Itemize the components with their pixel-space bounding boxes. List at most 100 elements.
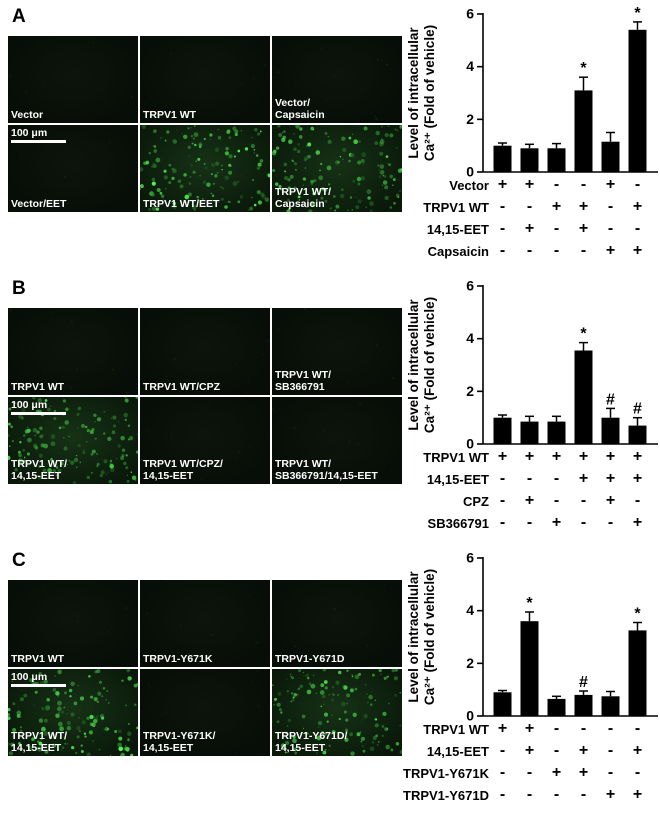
- speckle: [315, 692, 317, 694]
- speckle: [193, 137, 195, 140]
- treatment-label: 14,15-EET: [426, 743, 489, 759]
- speckle: [110, 417, 113, 419]
- speckle: [363, 713, 368, 719]
- speckle: [298, 669, 302, 673]
- speckle: [125, 454, 128, 457]
- micrograph: 100 μm TRPV1 WT/ 14,15-EET: [8, 669, 138, 756]
- speckle: [165, 580, 168, 582]
- speckle: [36, 737, 38, 739]
- speckle: [350, 153, 355, 158]
- speckle: [70, 712, 75, 717]
- speckle: [360, 159, 365, 164]
- speckle: [8, 407, 12, 411]
- speckle: [241, 174, 243, 176]
- plus-sign: +: [578, 198, 589, 215]
- speckle: [187, 192, 192, 197]
- speckle: [57, 468, 62, 473]
- speckle: [53, 417, 57, 421]
- speckle: [148, 151, 151, 155]
- speckle: [376, 58, 380, 61]
- speckle: [189, 588, 192, 590]
- speckle: [343, 710, 347, 714]
- speckle: [275, 411, 277, 414]
- speckle: [377, 740, 380, 743]
- speckle: [310, 179, 315, 184]
- speckle: [330, 163, 332, 165]
- micrograph: TRPV1 WT: [8, 580, 138, 667]
- speckle: [202, 180, 207, 184]
- speckle: [8, 707, 11, 712]
- minus-sign: -: [634, 764, 641, 781]
- speckle: [361, 592, 364, 595]
- speckle: [377, 93, 379, 95]
- speckle: [76, 735, 80, 739]
- speckle: [112, 424, 117, 428]
- y-axis-label-line: Level of intracellular: [406, 299, 421, 431]
- speckle: [82, 451, 86, 454]
- treatment-row: TRPV1-Y671D - - - - + +: [305, 784, 660, 806]
- speckle: [23, 456, 26, 459]
- speckle: [315, 150, 321, 155]
- speckle: [41, 726, 46, 732]
- speckle: [29, 678, 34, 683]
- speckle: [349, 75, 352, 78]
- speckle: [123, 412, 129, 418]
- plus-sign: +: [524, 448, 535, 465]
- speckle: [63, 737, 66, 740]
- y-tick-label: 4: [466, 602, 474, 618]
- speckle: [360, 736, 365, 741]
- speckle: [273, 149, 277, 154]
- speckle: [8, 455, 11, 461]
- speckle: [393, 676, 399, 681]
- speckle: [317, 721, 323, 726]
- speckle: [331, 714, 333, 716]
- speckle: [38, 208, 40, 210]
- speckle: [355, 205, 360, 210]
- speckle: [36, 664, 40, 667]
- speckle: [177, 179, 182, 183]
- speckle: [151, 206, 156, 211]
- speckle: [274, 697, 277, 701]
- treatment-label: TRPV1 WT: [423, 721, 489, 737]
- speckle: [310, 683, 316, 689]
- speckle: [17, 742, 21, 746]
- speckle: [60, 461, 64, 466]
- speckle: [256, 669, 259, 673]
- speckle: [221, 187, 225, 190]
- speckle: [171, 176, 175, 181]
- y-axis-label-line: Level of intracellular: [406, 571, 421, 703]
- speckle: [293, 645, 297, 648]
- speckle: [282, 135, 286, 140]
- speckle: [57, 695, 60, 698]
- speckle: [289, 673, 292, 676]
- speckle: [190, 127, 192, 129]
- bar: [547, 421, 566, 444]
- speckle: [8, 75, 11, 78]
- speckle: [141, 125, 147, 130]
- speckle: [237, 82, 239, 84]
- speckle: [324, 199, 328, 203]
- speckle: [159, 191, 163, 195]
- micrograph-label: TRPV1 WT/CPZ/ 14,15-EET: [143, 457, 223, 482]
- speckle: [43, 679, 48, 684]
- speckle: [371, 365, 375, 369]
- micrograph-grid: Vector TRPV1 WT Vector/ Capsaicin 100 μm Vec…: [8, 36, 402, 212]
- speckle: [323, 430, 326, 433]
- scale-bar-line: [11, 412, 66, 415]
- speckle: [382, 180, 388, 185]
- speckle: [344, 737, 349, 742]
- speckle: [295, 125, 300, 129]
- speckle: [117, 742, 122, 748]
- speckle: [228, 136, 232, 140]
- speckle: [156, 608, 158, 611]
- speckle: [55, 713, 60, 719]
- speckle: [204, 166, 208, 170]
- speckle: [168, 181, 172, 184]
- speckle: [37, 746, 42, 752]
- speckle: [34, 690, 38, 694]
- speckle: [309, 682, 311, 684]
- speckle: [278, 133, 283, 137]
- micrograph-grid: TRPV1 WT TRPV1-Y671K TRPV1-Y671D 100 μm TRPV…: [8, 580, 402, 756]
- speckle: [354, 687, 358, 691]
- speckle: [399, 749, 402, 755]
